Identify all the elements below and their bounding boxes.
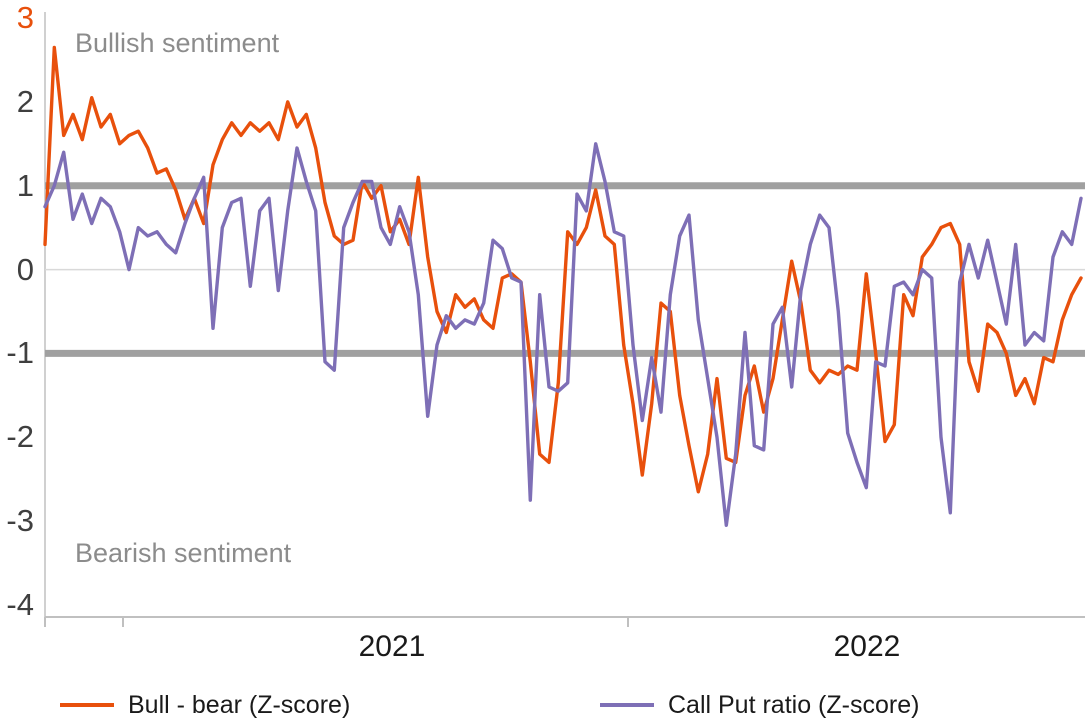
- legend-label-bull-bear: Bull - bear (Z-score): [128, 690, 351, 719]
- x-tick-label-2021: 2021: [358, 630, 426, 663]
- y-tick-label-0: 0: [16, 251, 34, 287]
- y-tick-label--3: -3: [6, 503, 34, 539]
- bullish-sentiment-annotation: Bullish sentiment: [75, 28, 280, 58]
- legend-label-call-put: Call Put ratio (Z-score): [668, 690, 920, 719]
- y-tick-label--1: -1: [6, 335, 34, 371]
- series-line-0: [43, 45, 1083, 494]
- plot-canvas: [43, 12, 1085, 627]
- x-axis-ticks: [44, 617, 629, 627]
- reference-band-layer: [45, 182, 1085, 357]
- legend-item-call-put: Call Put ratio (Z-score): [600, 688, 919, 722]
- bearish-sentiment-annotation: Bearish sentiment: [75, 538, 292, 568]
- x-tick-label-2022: 2022: [833, 630, 901, 663]
- series-line-1: [43, 142, 1083, 527]
- legend-item-bull-bear: Bull - bear (Z-score): [60, 688, 350, 722]
- y-tick-label-1: 1: [16, 167, 34, 203]
- y-tick-label-3: 3: [16, 0, 34, 35]
- series-layer: [43, 45, 1083, 527]
- y-tick-label-2: 2: [16, 83, 34, 119]
- bull-bear-line-swatch: [60, 703, 114, 707]
- call-put-line-swatch: [600, 703, 654, 707]
- y-tick-label--4: -4: [6, 587, 34, 622]
- y-tick-label--2: -2: [6, 419, 34, 455]
